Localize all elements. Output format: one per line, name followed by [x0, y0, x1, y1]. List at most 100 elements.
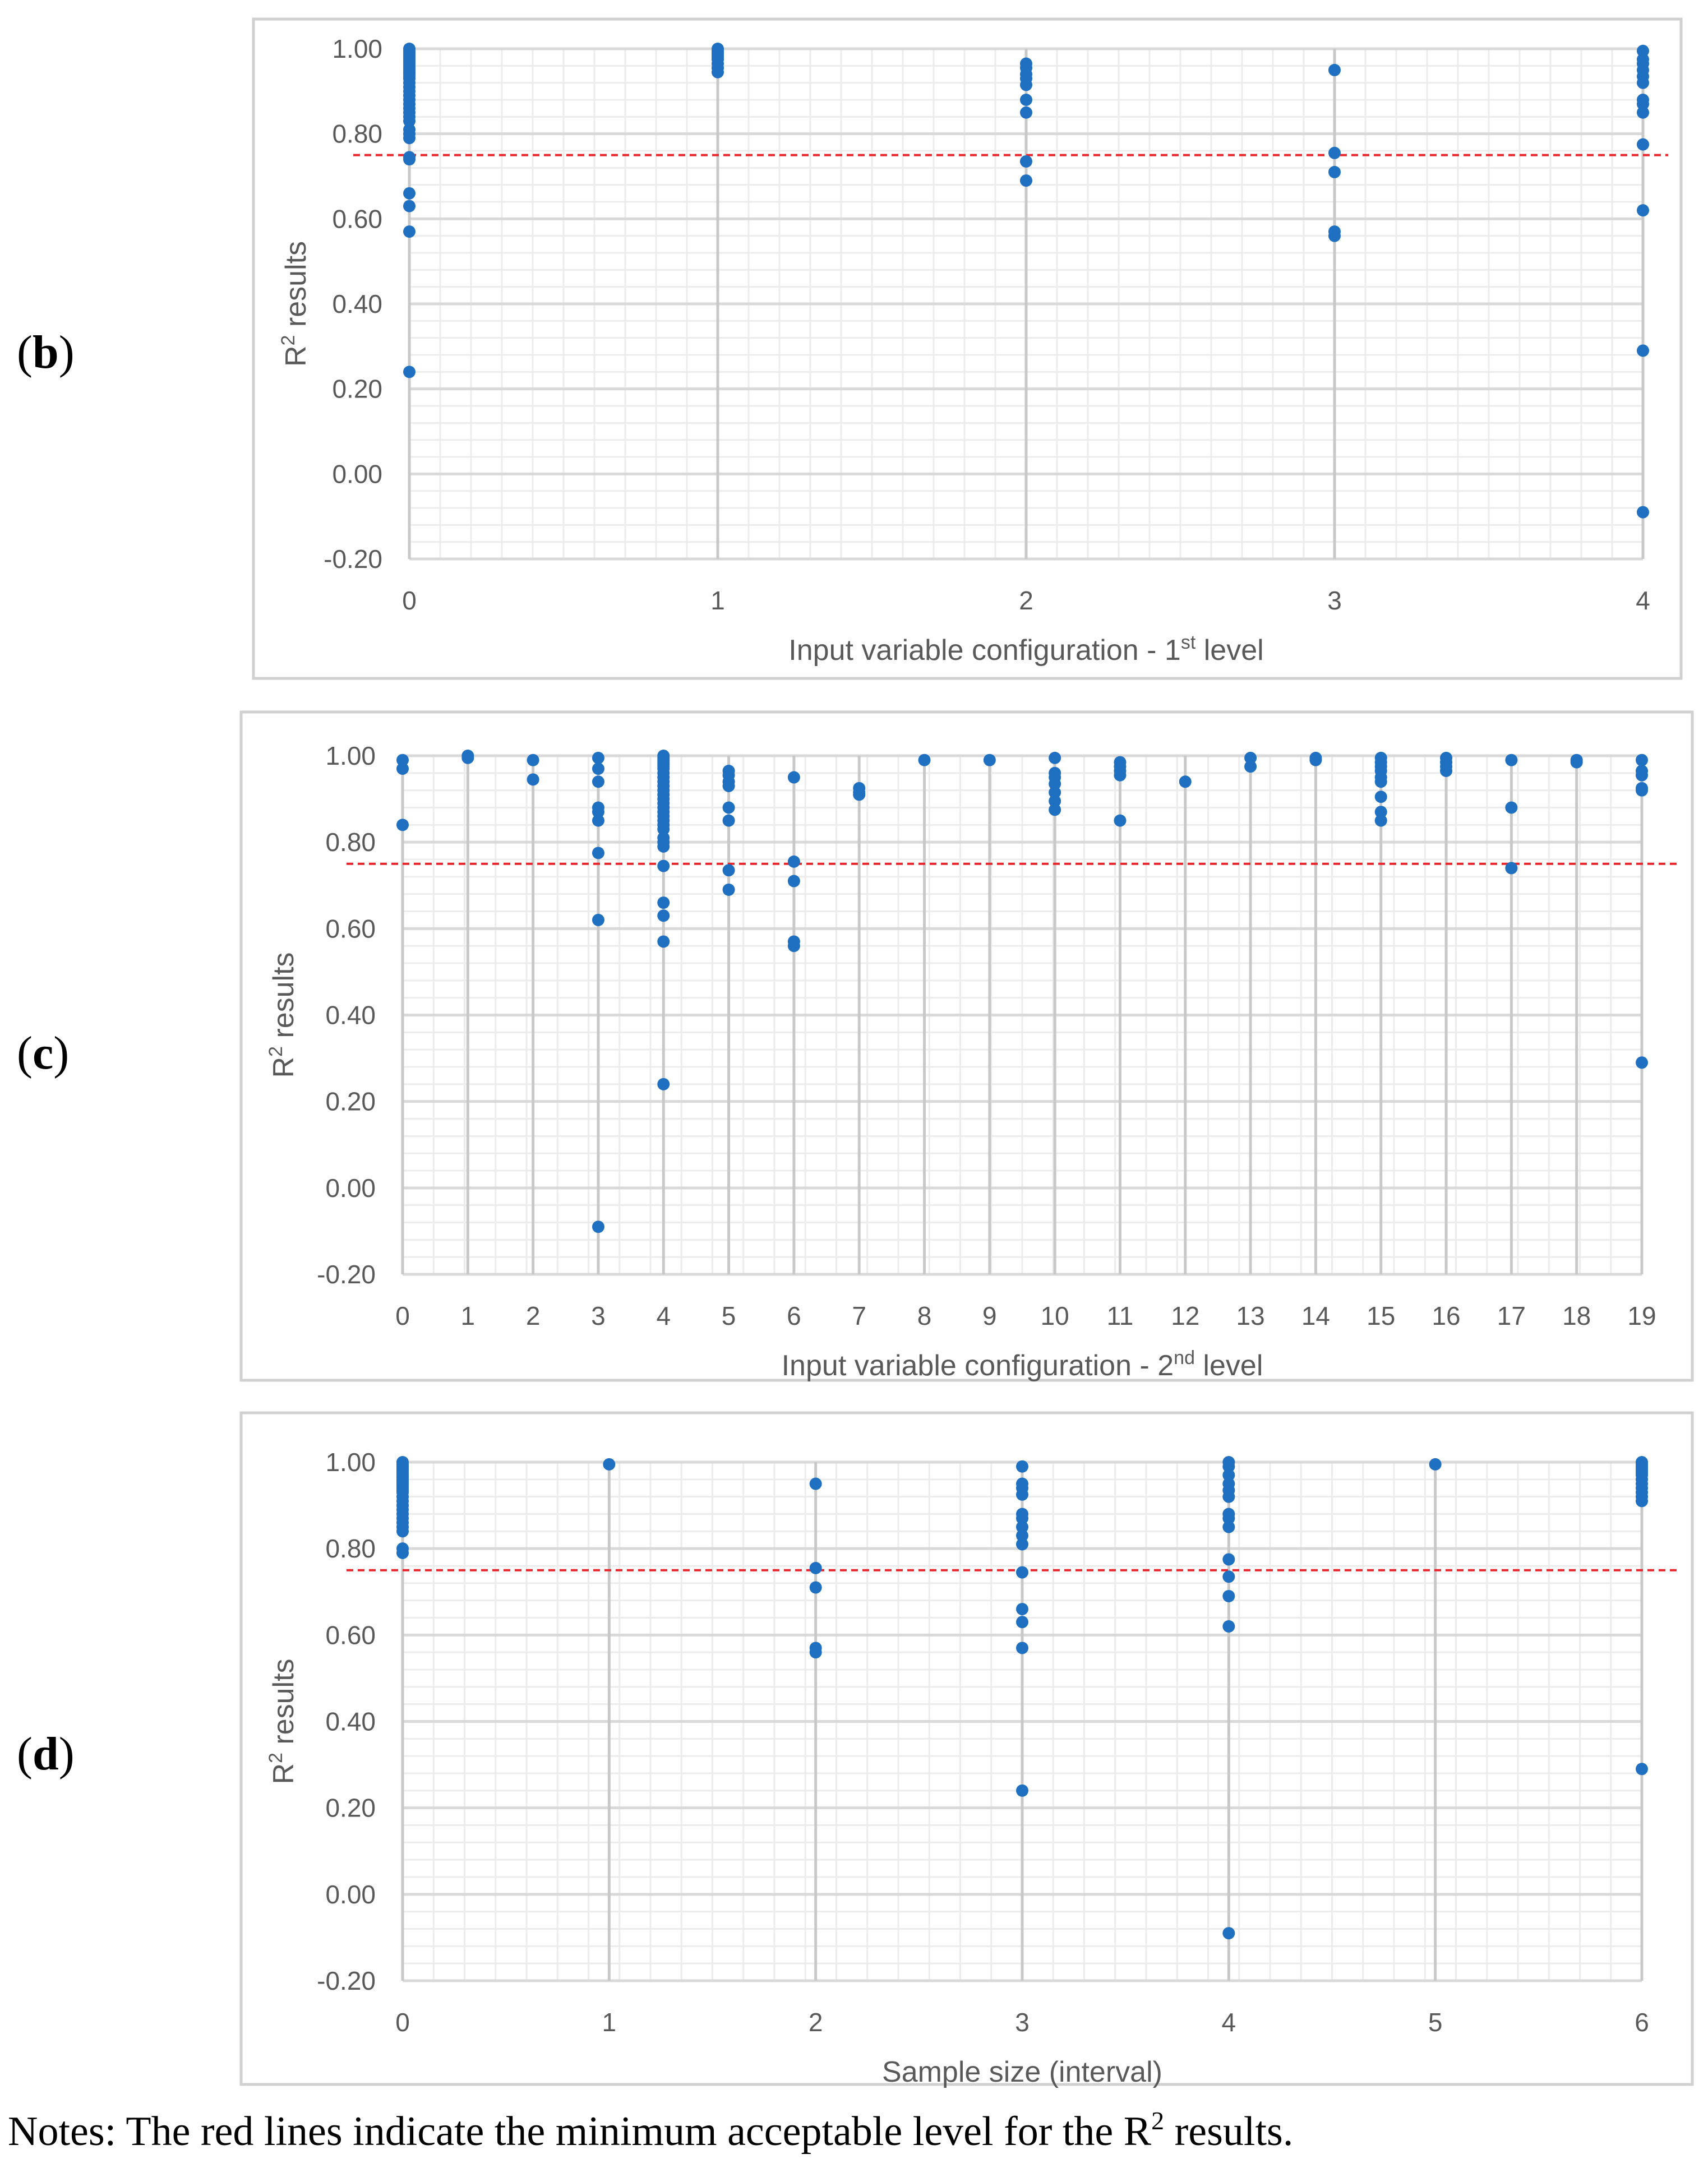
data-point	[1020, 155, 1032, 168]
data-point	[1016, 1520, 1028, 1533]
y-tick-label: 0.20	[325, 1087, 376, 1116]
data-point	[403, 187, 416, 200]
notes-superscript: 2	[1151, 2106, 1165, 2135]
data-point	[1049, 751, 1061, 764]
data-point	[396, 1525, 409, 1538]
data-points	[403, 43, 1649, 519]
data-point	[1020, 174, 1032, 187]
data-point	[1637, 106, 1649, 119]
y-tick-label: 0.20	[325, 1793, 376, 1823]
y-tick-label: 0.00	[332, 459, 382, 488]
data-point	[1016, 1512, 1028, 1525]
x-tick-label: 17	[1497, 1301, 1526, 1330]
data-point	[1049, 778, 1061, 791]
y-tick-label: 0.80	[325, 1534, 376, 1563]
data-point	[1309, 754, 1322, 766]
data-point	[1049, 794, 1061, 807]
x-tick-label: 4	[656, 1301, 671, 1330]
panel-label-b: (b)	[17, 326, 75, 378]
x-tick-label: 19	[1627, 1301, 1656, 1330]
data-point	[1222, 1570, 1235, 1583]
notes-caption: Notes: The red lines indicate the minimu…	[8, 2108, 1293, 2156]
x-tick-label: 8	[917, 1301, 932, 1330]
data-point	[1016, 1603, 1028, 1616]
data-point	[1429, 1458, 1442, 1471]
y-tick-label: 1.00	[332, 34, 382, 63]
data-point	[1505, 801, 1518, 814]
y-tick-label: 0.20	[332, 375, 382, 404]
data-point	[1016, 1784, 1028, 1797]
y-tick-label: 0.80	[325, 828, 376, 857]
data-point	[809, 1477, 822, 1490]
data-point	[1179, 775, 1192, 788]
y-tick-label: -0.20	[317, 1260, 376, 1289]
chart-c: -0.200.000.200.400.600.801.000 1 2 3 4 5 6 7 8 9 1…	[239, 710, 1694, 1382]
x-tick-label: 10	[1041, 1301, 1069, 1330]
y-tick-label: 0.60	[325, 914, 376, 943]
data-point	[1637, 44, 1649, 57]
x-tick-label: 13	[1236, 1301, 1265, 1330]
x-tick-label: 5	[1428, 2008, 1443, 2037]
data-point	[809, 1561, 822, 1574]
y-tick-label: 0.00	[325, 1880, 376, 1909]
data-point	[1374, 806, 1387, 819]
data-point	[722, 779, 735, 792]
x-axis-title: Input variable configuration - 1st level	[788, 632, 1263, 667]
y-tick-label: 1.00	[325, 741, 376, 770]
x-tick-label: 3	[1015, 2008, 1030, 2037]
x-tick-label: 4	[1222, 2008, 1236, 2037]
data-point	[527, 754, 539, 766]
y-tick-label: 0.60	[332, 204, 382, 233]
x-tick-label: 0	[395, 2008, 410, 2037]
data-point	[1049, 786, 1061, 799]
data-point	[403, 132, 416, 145]
data-point	[1374, 791, 1387, 803]
data-point	[396, 754, 409, 766]
data-point	[592, 775, 604, 788]
data-point	[853, 788, 866, 801]
data-point	[1636, 1763, 1648, 1776]
x-tick-label: 3	[1327, 586, 1342, 615]
y-axis-title: R2 results	[265, 952, 300, 1078]
data-point	[1328, 146, 1341, 159]
data-point	[1637, 98, 1649, 110]
data-point	[1016, 1616, 1028, 1629]
x-tick-label: 14	[1301, 1301, 1330, 1330]
x-tick-label: 2	[809, 2008, 823, 2037]
y-tick-label: 0.80	[332, 119, 382, 149]
chart-frame	[239, 1411, 1694, 2086]
data-point	[657, 896, 670, 909]
data-points	[396, 1456, 1648, 1940]
x-tick-label: 6	[1635, 2008, 1649, 2037]
x-tick-label: 5	[722, 1301, 736, 1330]
chart-d: -0.20 0.00 0.20 0.40 0.60 0.80 1.00 0 1 2 3 4 5 6 Samp…	[239, 1411, 1694, 2088]
x-tick-label: 15	[1367, 1301, 1395, 1330]
x-tick-label: 2	[526, 1301, 541, 1330]
data-point	[1016, 1488, 1028, 1501]
data-point	[1020, 78, 1032, 91]
y-axis-title: R2 results	[278, 241, 312, 367]
data-point	[1637, 138, 1649, 151]
y-tick-label: 1.00	[325, 1448, 376, 1477]
data-point	[1374, 775, 1387, 788]
data-point	[1636, 1056, 1648, 1069]
x-axis-title: Input variable configuration - 2nd level	[782, 1347, 1263, 1382]
data-point	[787, 940, 800, 953]
data-point	[1222, 1460, 1235, 1473]
x-axis-title: Sample size (interval)	[882, 2056, 1162, 2088]
data-point	[722, 864, 735, 877]
data-point	[403, 153, 416, 166]
data-point	[1328, 165, 1341, 178]
data-point	[1049, 803, 1061, 816]
data-point	[983, 754, 996, 766]
data-point	[1637, 204, 1649, 217]
data-point	[722, 883, 735, 896]
data-point	[1114, 814, 1127, 827]
panel-label-d: (d)	[17, 1728, 75, 1780]
y-tick-label: -0.20	[317, 1966, 376, 1995]
data-point	[787, 771, 800, 784]
notes-tail: results.	[1164, 2109, 1294, 2155]
data-point	[809, 1581, 822, 1594]
data-point	[592, 913, 604, 926]
data-point	[1016, 1460, 1028, 1473]
